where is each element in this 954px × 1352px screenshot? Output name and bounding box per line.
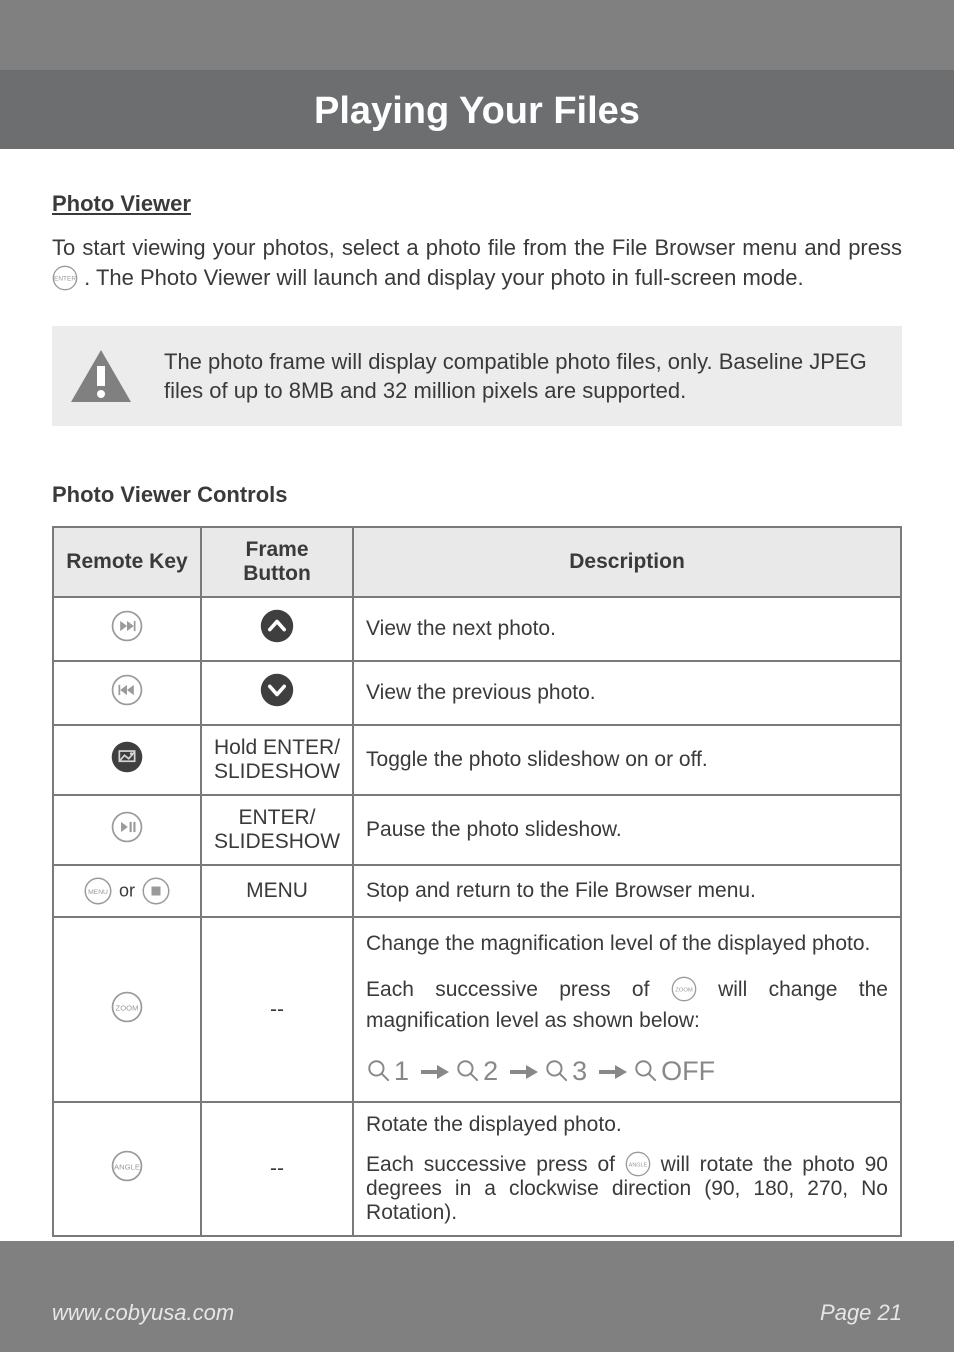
zoom-sequence: 123OFF [366,1051,888,1092]
angle-before: Each successive press of [366,1153,625,1176]
info-callout: The photo frame will display compatible … [52,326,902,426]
warning-icon [62,340,140,412]
frame-cell: Hold ENTER/ SLIDESHOW [201,725,353,795]
content-area: Photo Viewer To start viewing your photo… [0,151,954,1241]
table-body: View the next photo. [53,597,901,1236]
desc-cell: Pause the photo slideshow. [353,795,901,865]
svg-text:ZOOM: ZOOM [116,1003,139,1012]
intro-paragraph: To start viewing your photos, select a p… [52,233,902,292]
callout-text: The photo frame will display compatible … [164,347,876,406]
frame-cell: MENU [201,865,353,917]
page-title: Playing Your Files [314,90,640,132]
frame-cell [201,597,353,661]
table-row: ZOOM -- Change the magnification level o… [53,917,901,1102]
footer-page: Page 21 [820,1300,902,1326]
remote-cell [53,795,201,865]
zoom-desc-line2: Each successive press of ZOOM will chang… [366,974,888,1037]
th-remote: Remote Key [53,527,201,597]
angle-key-icon: ANGLE [625,1151,651,1177]
desc-cell: View the previous photo. [353,661,901,725]
slideshow-icon [110,740,144,774]
zoom-before: Each successive press of [366,978,671,1001]
remote-cell: MENU or [53,865,201,917]
desc-cell: View the next photo. [353,597,901,661]
zoom-icon: ZOOM [110,990,144,1024]
remote-cell [53,597,201,661]
table-row: MENU or MENU Stop and return to the File… [53,865,901,917]
th-frame: Frame Button [201,527,353,597]
desc-cell: Change the magnification level of the di… [353,917,901,1102]
table-row: ANGLE -- Rotate the displayed photo. Eac… [53,1102,901,1236]
remote-cell [53,661,201,725]
next-track-icon [110,609,144,643]
angle-desc-line2: Each successive press of ANGLE will rota… [366,1151,888,1225]
frame-cell: -- [201,917,353,1102]
desc-cell: Toggle the photo slideshow on or off. [353,725,901,795]
zoom-key-icon: ZOOM [671,976,697,1002]
chevron-up-icon [259,608,295,644]
prev-track-icon [110,673,144,707]
controls-heading: Photo Viewer Controls [52,482,902,508]
controls-table: Remote Key Frame Button Description [52,526,902,1237]
table-row: Hold ENTER/ SLIDESHOW Toggle the photo s… [53,725,901,795]
page-footer: www.cobyusa.com Page 21 [0,1300,954,1352]
table-row: ENTER/ SLIDESHOW Pause the photo slidesh… [53,795,901,865]
desc-cell: Stop and return to the File Browser menu… [353,865,901,917]
frame-cell: ENTER/ SLIDESHOW [201,795,353,865]
frame-cell: -- [201,1102,353,1236]
svg-text:ZOOM: ZOOM [675,987,693,993]
remote-cell: ANGLE [53,1102,201,1236]
footer-url: www.cobyusa.com [52,1300,234,1326]
svg-text:ANGLE: ANGLE [628,1163,647,1169]
svg-text:ANGLE: ANGLE [114,1163,140,1172]
desc-cell: Rotate the displayed photo. Each success… [353,1102,901,1236]
intro-text-after: . The Photo Viewer will launch and displ… [84,265,803,290]
stop-icon [141,876,171,906]
play-pause-icon [110,810,144,844]
th-desc: Description [353,527,901,597]
table-row: View the previous photo. [53,661,901,725]
menu-icon: MENU [83,876,113,906]
page-root: Playing Your Files Photo Viewer To start… [0,0,954,1352]
remote-cell [53,725,201,795]
table-head: Remote Key Frame Button Description [53,527,901,597]
or-text: or [119,881,135,901]
svg-text:MENU: MENU [88,889,108,896]
page-header-bar: Playing Your Files [0,70,954,151]
page-inner: Playing Your Files Photo Viewer To start… [0,0,954,1352]
table-row: View the next photo. [53,597,901,661]
section-heading: Photo Viewer [52,191,902,217]
chevron-down-icon [259,672,295,708]
svg-text:ENTER: ENTER [54,275,76,282]
frame-cell [201,661,353,725]
angle-icon: ANGLE [110,1149,144,1183]
enter-key-icon: ENTER [52,265,78,291]
remote-cell: ZOOM [53,917,201,1102]
zoom-desc-line1: Change the magnification level of the di… [366,928,888,960]
intro-text-before: To start viewing your photos, select a p… [52,235,902,260]
angle-desc-line1: Rotate the displayed photo. [366,1113,888,1137]
